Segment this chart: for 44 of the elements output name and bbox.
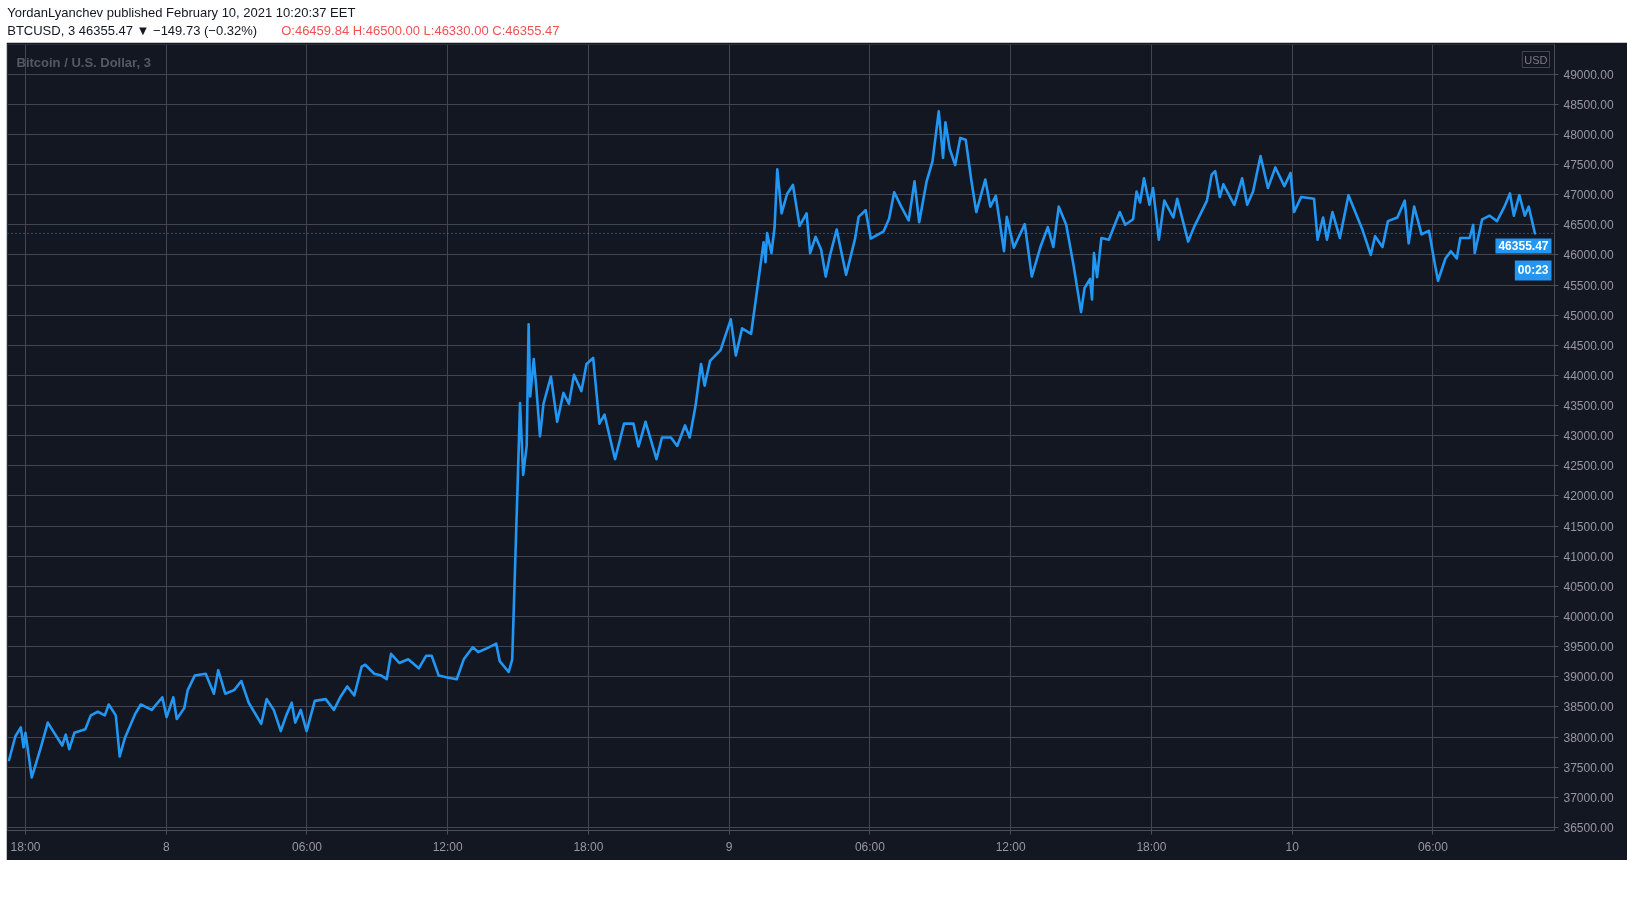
y-tick-label: 43000.00 bbox=[1563, 429, 1614, 444]
text: Bitcoin / U.S. Dollar, 3 bbox=[16, 54, 151, 70]
y-tick-label: 42000.00 bbox=[1563, 489, 1614, 504]
annotation: USD bbox=[1524, 53, 1548, 66]
y-tick-label: 47000.00 bbox=[1563, 188, 1614, 203]
y-tick-label: 40500.00 bbox=[1563, 579, 1614, 594]
x-tick-label: 06:00 bbox=[1417, 839, 1449, 854]
y-tick-label: 48000.00 bbox=[1563, 127, 1614, 142]
y-tick-label: 38500.00 bbox=[1563, 700, 1614, 715]
y-tick-label: 39000.00 bbox=[1563, 670, 1614, 685]
y-tick-label: 37500.00 bbox=[1563, 760, 1614, 775]
y-tick-label: 46500.00 bbox=[1563, 218, 1614, 233]
y-tick-label: 48500.00 bbox=[1563, 97, 1614, 112]
annotation: 00:23 bbox=[1517, 263, 1549, 278]
y-tick-label: 43500.00 bbox=[1563, 399, 1614, 414]
x-tick-label: 18:00 bbox=[10, 839, 41, 854]
x-tick-label: 8 bbox=[162, 839, 170, 854]
y-tick-label: 46000.00 bbox=[1563, 248, 1614, 263]
x-tick-label: 18:00 bbox=[1136, 839, 1167, 854]
x-tick-label: 10 bbox=[1285, 839, 1300, 854]
x-tick-label: 06:00 bbox=[854, 839, 886, 854]
x-tick-label: 06:00 bbox=[291, 839, 323, 854]
text: O:46459.84 H:46500.00 L:46330.00 C:46355.47 bbox=[281, 23, 560, 38]
text: BTCUSD, 3 46355.47 ▼ −149.73 (−0.32%) bbox=[7, 23, 258, 38]
y-tick-label: 41500.00 bbox=[1563, 519, 1614, 534]
y-tick-label: 41000.00 bbox=[1563, 549, 1614, 564]
y-tick-label: 39500.00 bbox=[1563, 640, 1614, 655]
x-tick-label: 18:00 bbox=[573, 839, 604, 854]
y-tick-label: 36500.00 bbox=[1563, 820, 1614, 835]
x-tick-label: 9 bbox=[725, 839, 733, 854]
y-tick-label: 44000.00 bbox=[1563, 368, 1614, 383]
y-tick-label: 40000.00 bbox=[1563, 610, 1614, 625]
y-tick-label: 42500.00 bbox=[1563, 459, 1614, 474]
y-tick-label: 47500.00 bbox=[1563, 157, 1614, 172]
x-tick-label: 12:00 bbox=[432, 839, 464, 854]
x-tick-label: 12:00 bbox=[995, 839, 1027, 854]
y-tick-label: 38000.00 bbox=[1563, 730, 1614, 745]
ref-line-label: 46355.47 bbox=[1498, 239, 1549, 254]
y-tick-label: 37000.00 bbox=[1563, 790, 1614, 805]
y-tick-label: 44500.00 bbox=[1563, 338, 1614, 353]
text: YordanLyanchev published February 10, 2021 10:20:37 EET bbox=[7, 5, 356, 20]
y-tick-label: 45500.00 bbox=[1563, 278, 1614, 293]
y-tick-label: 49000.00 bbox=[1563, 67, 1614, 82]
y-tick-label: 45000.00 bbox=[1563, 308, 1614, 323]
